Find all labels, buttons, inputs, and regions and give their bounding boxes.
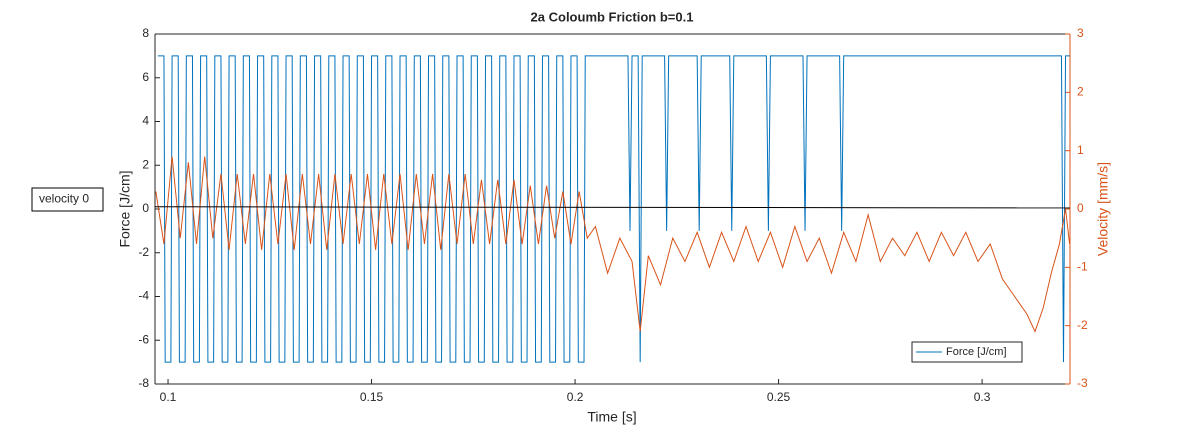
y2-tick-label: -2 <box>1077 318 1088 332</box>
x-tick-label: 0.2 <box>567 390 584 404</box>
x-axis-label: Time [s] <box>587 409 636 425</box>
y-tick-label: -6 <box>138 332 149 346</box>
y-tick-label: -2 <box>138 245 149 259</box>
y2-tick-label: 1 <box>1077 143 1084 157</box>
y-tick-label: 6 <box>142 70 149 84</box>
y2-tick-label: 0 <box>1077 201 1084 215</box>
legend-box <box>911 341 1023 363</box>
y-axis-label: Force [J/cm] <box>117 170 133 247</box>
y2-tick-label: -3 <box>1077 376 1088 390</box>
y2-axis-label: Velocity [mm/s] <box>1095 162 1111 256</box>
y-tick-label: -4 <box>138 289 149 303</box>
x-tick-label: 0.25 <box>767 390 791 404</box>
chart-title: 2a Coloumb Friction b=0.1 <box>531 9 694 24</box>
x-tick-label: 0.15 <box>360 390 384 404</box>
x-tick-label: 0.1 <box>160 390 177 404</box>
legend-label: Force [J/cm] <box>946 346 1007 358</box>
y-tick-label: 0 <box>142 201 149 215</box>
series-line <box>157 55 1070 363</box>
y-tick-label: 8 <box>142 26 149 40</box>
series-line <box>155 156 1070 333</box>
y-tick-label: 2 <box>142 157 149 171</box>
y-tick-label: -8 <box>138 376 149 390</box>
y-tick-label: 4 <box>142 114 149 128</box>
y2-tick-label: 2 <box>1077 85 1084 99</box>
annotation-box <box>31 187 104 212</box>
y2-tick-label: -1 <box>1077 260 1088 274</box>
reference-line <box>155 206 1070 209</box>
y2-tick-label: 3 <box>1077 26 1084 40</box>
x-tick-label: 0.3 <box>974 390 991 404</box>
annotation: velocity 0 <box>39 192 89 206</box>
